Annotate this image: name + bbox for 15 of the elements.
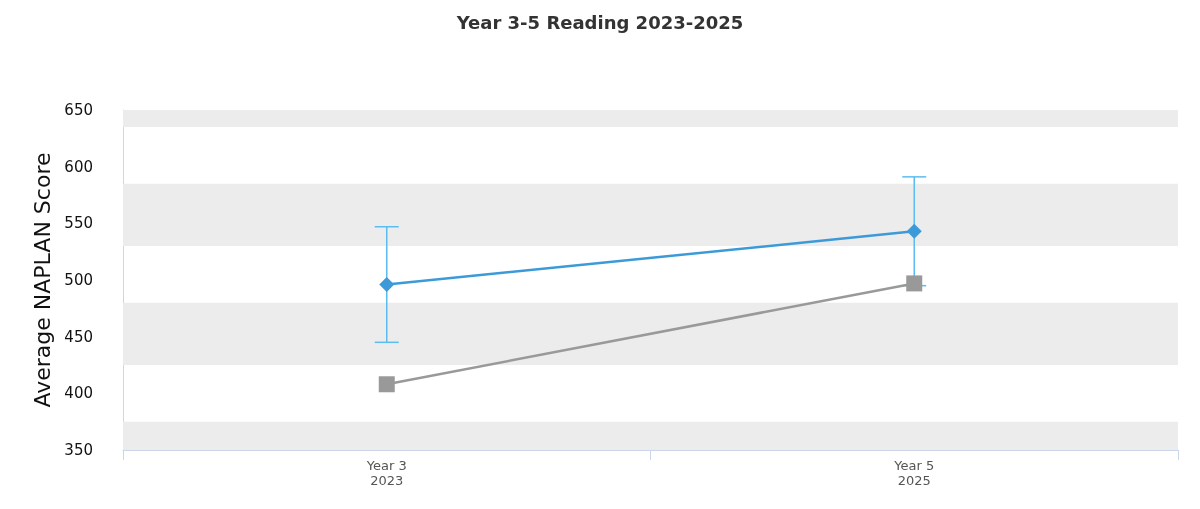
y-tick-label: 650 — [64, 101, 93, 119]
y-tick-label: 550 — [64, 214, 93, 233]
y-tick-label: 400 — [64, 384, 93, 403]
chart-title: Year 3-5 Reading 2023-2025 — [455, 11, 744, 33]
point — [379, 277, 395, 293]
y-tick-label: 500 — [64, 271, 93, 289]
point — [378, 376, 395, 393]
y-axis-title: Average NAPLAN Score — [29, 152, 55, 408]
x-tick-label: Year 3 2023 — [365, 458, 407, 488]
y-tick-label: 600 — [64, 157, 93, 176]
y-tick-label: 450 — [64, 327, 93, 346]
point — [906, 275, 923, 292]
x-tick-label: Year 5 2025 — [893, 458, 935, 488]
point — [906, 223, 922, 239]
y-tick-label: 350 — [64, 441, 93, 459]
